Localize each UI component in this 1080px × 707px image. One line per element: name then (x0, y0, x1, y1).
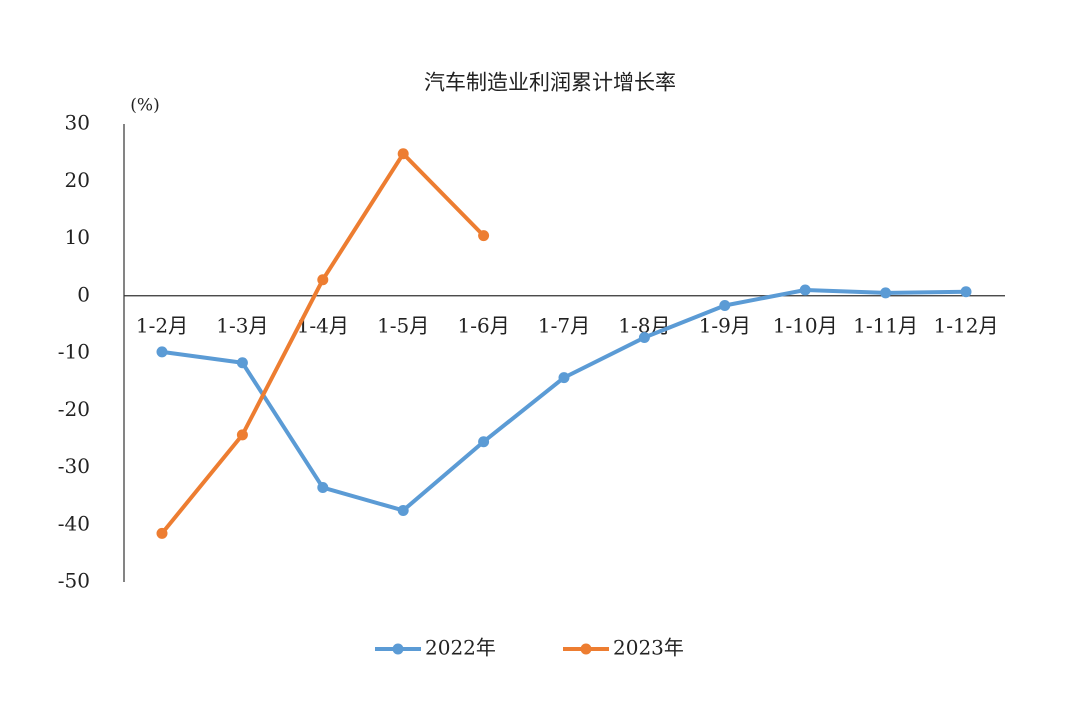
x-tick-label: 1-2月 (136, 313, 188, 337)
legend-marker (580, 643, 592, 655)
y-tick-label: -50 (58, 569, 90, 593)
y-tick-label: 10 (65, 225, 90, 249)
y-tick-label: -40 (58, 511, 90, 535)
data-point (397, 504, 409, 516)
data-point (236, 429, 248, 441)
y-tick-label: 0 (77, 282, 90, 306)
data-point (799, 284, 811, 296)
y-tick-label: 30 (65, 111, 90, 135)
x-tick-label: 1-3月 (216, 313, 268, 337)
data-point (558, 372, 570, 384)
y-tick-label: -30 (58, 454, 90, 478)
y-tick-label: -10 (58, 340, 90, 364)
x-tick-label: 1-9月 (699, 313, 751, 337)
data-point (880, 287, 892, 299)
chart-title: 汽车制造业利润累计增长率 (424, 71, 676, 95)
data-point (478, 230, 490, 242)
legend-label: 2022年 (425, 636, 496, 660)
data-point (236, 357, 248, 369)
data-point (317, 274, 329, 286)
series-line (160, 151, 486, 535)
y-unit: (%) (130, 96, 159, 116)
x-tick-label: 1-6月 (457, 313, 509, 337)
data-point (156, 346, 168, 358)
x-tick-label: 1-7月 (538, 313, 590, 337)
y-tick-label: 20 (65, 168, 90, 192)
x-tick-label: 1-12月 (934, 313, 999, 337)
data-point (156, 527, 168, 539)
x-tick-label: 1-11月 (853, 313, 918, 337)
x-tick-label: 1-5月 (377, 313, 429, 337)
data-point (397, 148, 409, 160)
legend-marker (392, 643, 404, 655)
legend-label: 2023年 (613, 636, 684, 660)
y-tick-label: -20 (58, 397, 90, 421)
data-point (478, 436, 490, 448)
data-point (638, 332, 650, 344)
data-point (960, 286, 972, 298)
x-tick-label: 1-10月 (773, 313, 838, 337)
data-point (317, 482, 329, 494)
data-point (719, 299, 731, 311)
